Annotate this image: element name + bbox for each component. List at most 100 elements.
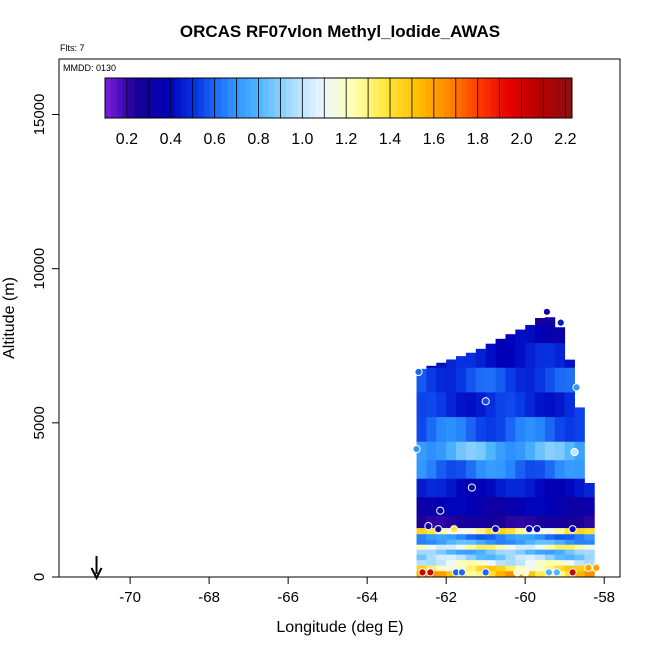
colorbar-segment [373, 78, 380, 118]
colorbar-segment [490, 78, 497, 118]
heatmap-cell [535, 559, 546, 566]
y-tick-label: 0 [31, 573, 48, 581]
heatmap-cell [505, 554, 516, 561]
heatmap-cell [554, 459, 566, 479]
heatmap-cell [456, 527, 467, 535]
heatmap-cell [475, 549, 487, 555]
sample-point [491, 525, 500, 534]
colorbar-segment [163, 78, 170, 118]
heatmap-cell [525, 416, 536, 442]
heatmap-cell [554, 416, 566, 442]
heatmap-cell [505, 416, 516, 442]
colorbar-segment [198, 78, 205, 118]
colorbar-segment [402, 78, 410, 118]
sample-point [521, 568, 530, 577]
heatmap-cell [515, 565, 526, 572]
heatmap-cell [515, 329, 526, 344]
colorbar-segment [303, 78, 310, 118]
heatmap-cell [465, 554, 477, 561]
colorbar-segment [221, 78, 229, 118]
heatmap-cell [495, 416, 506, 442]
colorbar-segment [344, 78, 351, 118]
heatmap-cell [544, 416, 556, 442]
heatmap-cell [475, 527, 487, 535]
heatmap-cell [436, 392, 447, 418]
heatmap-cell [436, 416, 447, 442]
heatmap-cell [505, 549, 516, 555]
heatmap-cell [456, 559, 467, 566]
x-tick-label: -58 [593, 589, 615, 606]
heatmap-cell [495, 496, 506, 516]
heatmap-cell [485, 515, 496, 529]
heatmap-cell [544, 367, 556, 393]
heatmap-cell [436, 565, 447, 572]
colorbar-tick-label: 1.2 [335, 131, 357, 148]
heatmap-cell [515, 392, 526, 418]
heatmap-cell [475, 441, 487, 461]
heatmap-cell [535, 318, 546, 325]
colorbar-segment [250, 78, 258, 118]
colorbar-segment [157, 78, 164, 118]
heatmap-cell [525, 342, 536, 368]
heatmap-cell [416, 368, 427, 393]
heatmap-cell [544, 478, 556, 498]
heatmap-cell [564, 359, 575, 368]
heatmap-cell [416, 515, 427, 529]
heatmap-cell [465, 441, 477, 461]
heatmap-cell [515, 549, 526, 555]
heatmap-cell [515, 496, 526, 516]
heatmap-cell [574, 533, 585, 540]
colorbar-segment [309, 78, 316, 118]
heatmap-cell [485, 549, 496, 555]
heatmap-cell [465, 533, 477, 540]
heatmap-cell [436, 478, 447, 498]
x-tick-label: -68 [198, 589, 220, 606]
x-tick-label: -62 [435, 589, 457, 606]
heatmap-cell [475, 544, 487, 550]
heatmap-cell [446, 554, 457, 561]
heatmap-cell [564, 533, 575, 540]
heatmap-cell [584, 527, 595, 535]
heatmap-cell [564, 478, 575, 498]
heatmap-cell [525, 459, 536, 479]
heatmap-cell [544, 533, 556, 540]
heatmap-cell [465, 539, 477, 545]
heatmap-cell [584, 549, 595, 555]
heatmap-cell [535, 367, 546, 393]
colorbar-segment [280, 78, 287, 118]
colorbar-segment [338, 78, 345, 118]
heatmap-cell [564, 459, 575, 479]
colorbar-segment [186, 78, 194, 118]
heatmap-cell [426, 367, 437, 393]
heatmap-cell [525, 496, 536, 516]
heatmap-cell [505, 334, 516, 344]
heatmap-cell [456, 565, 467, 572]
y-tick-label: 5000 [31, 406, 48, 439]
colorbar-segment [455, 78, 462, 118]
sample-markers [412, 307, 601, 577]
heatmap-cell [525, 570, 536, 578]
heatmap-cell [475, 570, 487, 578]
heatmap-cell [446, 496, 457, 516]
colorbar-segment [560, 78, 567, 118]
heatmap-cell [465, 544, 477, 550]
colorbar-segment [531, 78, 538, 118]
heatmap-cell [465, 496, 477, 516]
heatmap-cell [436, 362, 447, 368]
sample-point [481, 397, 490, 406]
y-axis-label: Altitude (m) [1, 277, 18, 359]
heatmap-cell [515, 342, 526, 368]
heatmap-cell [426, 416, 437, 442]
heatmap-cell [436, 544, 447, 550]
heatmap-cell [505, 392, 516, 418]
heatmap-cell [426, 565, 437, 572]
colorbar-segment [262, 78, 269, 118]
heatmap-cell [544, 539, 556, 545]
colorbar-segment [461, 78, 468, 118]
colorbar: 0.2 0.4 0.6 0.8 1.0 1.2 1.4 1.6 1.8 2.0 2.2 [104, 77, 577, 148]
heatmap-cell [535, 533, 546, 540]
heatmap-cell [495, 392, 506, 418]
heatmap-cell [544, 496, 556, 516]
heatmap-cell [515, 441, 526, 461]
arrow-head [90, 567, 103, 581]
